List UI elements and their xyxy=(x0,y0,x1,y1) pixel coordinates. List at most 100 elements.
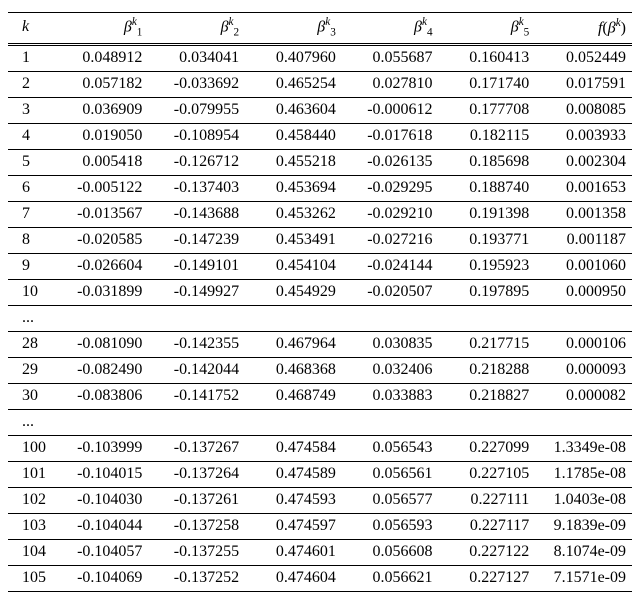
cell-b2: -0.142044 xyxy=(148,357,245,383)
table-row: 105-0.104069-0.1372520.4746040.0566210.2… xyxy=(8,565,632,591)
cell-b3: 0.474601 xyxy=(245,539,342,565)
cell-k: 8 xyxy=(8,227,52,253)
cell-k: 10 xyxy=(8,279,52,305)
cell-b4: 0.032406 xyxy=(342,357,439,383)
cell-b3: 0.468749 xyxy=(245,383,342,409)
cell-b4: 0.055687 xyxy=(342,44,439,71)
cell-k: 9 xyxy=(8,253,52,279)
cell-f: 0.001187 xyxy=(535,227,632,253)
cell-b3: 0.465254 xyxy=(245,71,342,97)
cell-b5: 0.218827 xyxy=(439,383,536,409)
table-row: ... xyxy=(8,305,632,331)
cell-k: 5 xyxy=(8,149,52,175)
cell-b2: -0.137258 xyxy=(148,513,245,539)
table-row: 30-0.083806-0.1417520.4687490.0338830.21… xyxy=(8,383,632,409)
cell-f: 1.0403e-08 xyxy=(535,487,632,513)
cell-b1: 0.005418 xyxy=(52,149,149,175)
cell-b4: -0.024144 xyxy=(342,253,439,279)
table-row: 101-0.104015-0.1372640.4745890.0565610.2… xyxy=(8,461,632,487)
cell-k: 104 xyxy=(8,539,52,565)
cell-k: 29 xyxy=(8,357,52,383)
cell-b1: 0.019050 xyxy=(52,123,149,149)
cell-b3: 0.453262 xyxy=(245,201,342,227)
cell-b5: 0.227105 xyxy=(439,461,536,487)
cell-b2: -0.149101 xyxy=(148,253,245,279)
cell-k: 6 xyxy=(8,175,52,201)
cell-b2: -0.137261 xyxy=(148,487,245,513)
cell-f: 0.017591 xyxy=(535,71,632,97)
cell-b1: -0.005122 xyxy=(52,175,149,201)
cell-b5: 0.191398 xyxy=(439,201,536,227)
cell-f: 0.001653 xyxy=(535,175,632,201)
cell-b5: 0.227122 xyxy=(439,539,536,565)
cell-f: 0.001060 xyxy=(535,253,632,279)
cell-b1: 0.048912 xyxy=(52,44,149,71)
cell-b2: -0.108954 xyxy=(148,123,245,149)
cell-b5: 0.227099 xyxy=(439,435,536,461)
cell-b5: 0.182115 xyxy=(439,123,536,149)
cell-b1: -0.083806 xyxy=(52,383,149,409)
cell-b2: -0.137252 xyxy=(148,565,245,591)
cell-b2: -0.147239 xyxy=(148,227,245,253)
table-row: 102-0.104030-0.1372610.4745930.0565770.2… xyxy=(8,487,632,513)
cell-k: 105 xyxy=(8,565,52,591)
cell-b2: -0.137255 xyxy=(148,539,245,565)
cell-b1: -0.104044 xyxy=(52,513,149,539)
cell-f: 1.3349e-08 xyxy=(535,435,632,461)
cell-b5: 0.197895 xyxy=(439,279,536,305)
cell-k: 3 xyxy=(8,97,52,123)
table-row: 7-0.013567-0.1436880.453262-0.0292100.19… xyxy=(8,201,632,227)
table-row: 6-0.005122-0.1374030.453694-0.0292950.18… xyxy=(8,175,632,201)
cell-b4: 0.056593 xyxy=(342,513,439,539)
cell-b3: 0.474604 xyxy=(245,565,342,591)
cell-k: 30 xyxy=(8,383,52,409)
cell-b1: -0.104069 xyxy=(52,565,149,591)
cell-b1: 0.057182 xyxy=(52,71,149,97)
cell-k: 4 xyxy=(8,123,52,149)
cell-b3: 0.468368 xyxy=(245,357,342,383)
ellipsis-cell: ... xyxy=(8,305,632,331)
cell-b2: -0.137403 xyxy=(148,175,245,201)
table-row: 100-0.103999-0.1372670.4745840.0565430.2… xyxy=(8,435,632,461)
cell-b5: 0.217715 xyxy=(439,331,536,357)
col-header-b1: βk1 xyxy=(52,13,149,45)
cell-b2: -0.033692 xyxy=(148,71,245,97)
cell-b5: 0.177708 xyxy=(439,97,536,123)
table-header: kβk1βk2βk3βk4βk5f(βk) xyxy=(8,13,632,45)
cell-b2: -0.126712 xyxy=(148,149,245,175)
cell-b1: -0.104030 xyxy=(52,487,149,513)
cell-b4: -0.000612 xyxy=(342,97,439,123)
cell-b5: 0.195923 xyxy=(439,253,536,279)
table-body: 10.0489120.0340410.4079600.0556870.16041… xyxy=(8,44,632,591)
cell-b1: -0.104015 xyxy=(52,461,149,487)
cell-b5: 0.218288 xyxy=(439,357,536,383)
cell-b5: 0.193771 xyxy=(439,227,536,253)
cell-f: 0.001358 xyxy=(535,201,632,227)
cell-b3: 0.467964 xyxy=(245,331,342,357)
cell-f: 7.1571e-09 xyxy=(535,565,632,591)
cell-f: 9.1839e-09 xyxy=(535,513,632,539)
cell-b2: -0.149927 xyxy=(148,279,245,305)
cell-b5: 0.185698 xyxy=(439,149,536,175)
cell-f: 8.1074e-09 xyxy=(535,539,632,565)
cell-b5: 0.227111 xyxy=(439,487,536,513)
table-header-row: kβk1βk2βk3βk4βk5f(βk) xyxy=(8,13,632,45)
table-row: ... xyxy=(8,409,632,435)
table-row: 29-0.082490-0.1420440.4683680.0324060.21… xyxy=(8,357,632,383)
cell-k: 102 xyxy=(8,487,52,513)
cell-b5: 0.171740 xyxy=(439,71,536,97)
cell-b5: 0.227127 xyxy=(439,565,536,591)
cell-b2: -0.142355 xyxy=(148,331,245,357)
cell-k: 28 xyxy=(8,331,52,357)
table-row: 103-0.104044-0.1372580.4745970.0565930.2… xyxy=(8,513,632,539)
cell-b3: 0.407960 xyxy=(245,44,342,71)
cell-f: 0.000950 xyxy=(535,279,632,305)
cell-b4: -0.029295 xyxy=(342,175,439,201)
cell-f: 0.008085 xyxy=(535,97,632,123)
table-row: 8-0.020585-0.1472390.453491-0.0272160.19… xyxy=(8,227,632,253)
iteration-table-container: kβk1βk2βk3βk4βk5f(βk) 10.0489120.0340410… xyxy=(0,0,640,610)
cell-b4: 0.027810 xyxy=(342,71,439,97)
cell-b3: 0.454929 xyxy=(245,279,342,305)
ellipsis-cell: ... xyxy=(8,409,632,435)
cell-b5: 0.188740 xyxy=(439,175,536,201)
